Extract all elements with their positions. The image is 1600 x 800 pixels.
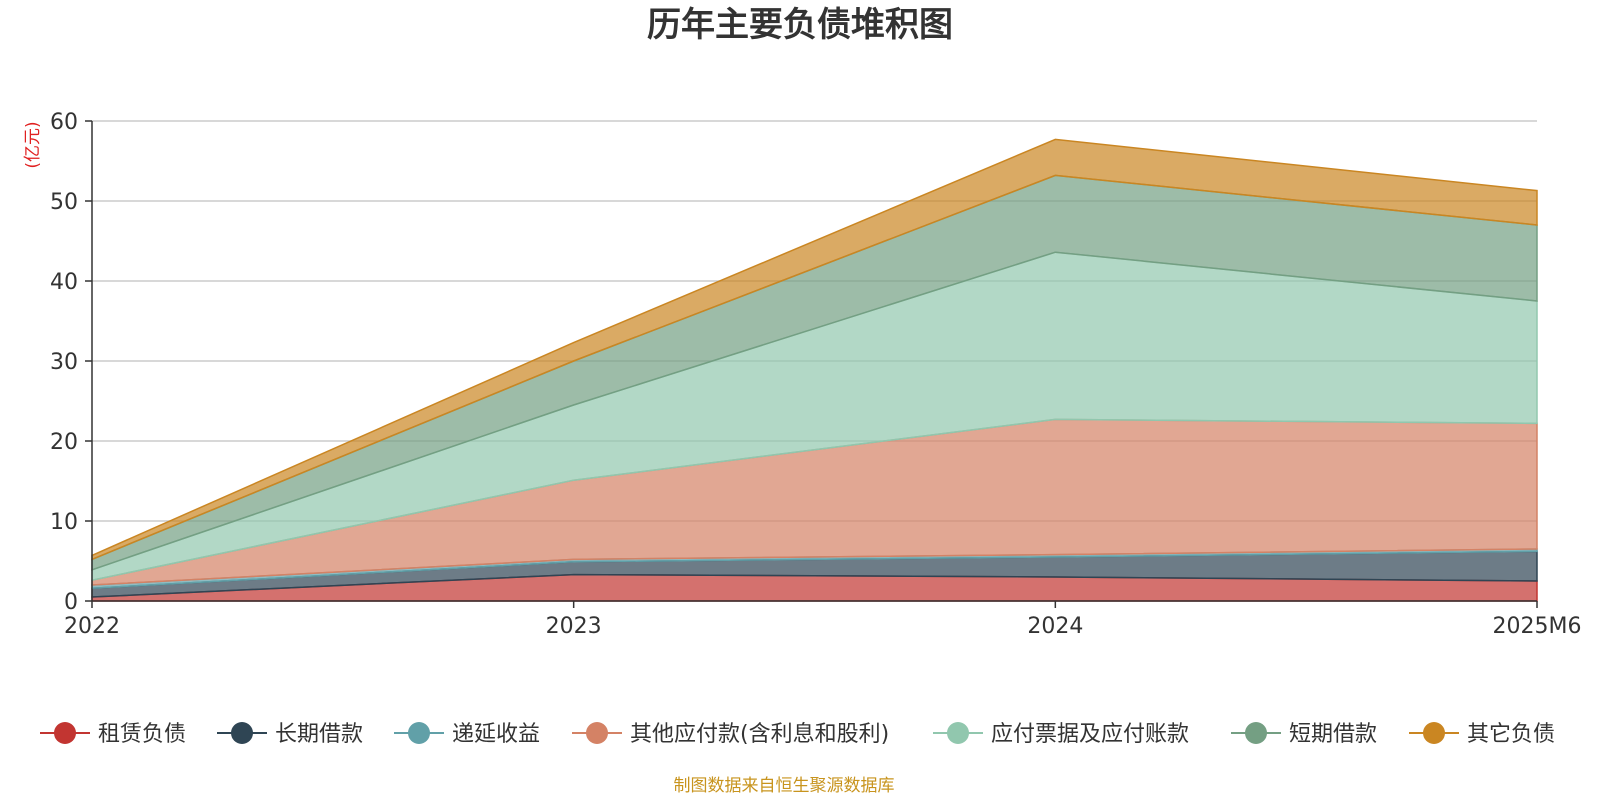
x-tick-label-3: 2025M6 xyxy=(1493,614,1582,639)
legend-label-2: 递延收益 xyxy=(452,722,540,747)
legend-item-4[interactable]: 应付票据及应付账款 xyxy=(933,722,1189,747)
y-tick-label-3: 30 xyxy=(50,350,78,375)
legend-label-1: 长期借款 xyxy=(275,722,363,747)
legend-label-6: 其它负债 xyxy=(1467,722,1555,747)
y-tick-label-4: 40 xyxy=(50,270,78,295)
legend-marker-5 xyxy=(1245,722,1267,744)
legend-item-5[interactable]: 短期借款 xyxy=(1231,722,1377,747)
legend-marker-3 xyxy=(586,722,608,744)
legend-marker-4 xyxy=(947,722,969,744)
x-tick-label-0: 2022 xyxy=(64,614,120,639)
legend[interactable]: 租赁负债 长期借款 递延收益 其他应付款(含利息和股利) 应付票据及应付账款 短期借款 其它… xyxy=(40,722,1555,747)
legend-item-3[interactable]: 其他应付款(含利息和股利) xyxy=(572,722,889,747)
legend-label-3: 其他应付款(含利息和股利) xyxy=(630,722,889,747)
area-series xyxy=(91,138,1538,602)
y-tick-label-0: 0 xyxy=(64,590,78,615)
area-series-6 xyxy=(91,138,1538,561)
x-tick-label-2: 2024 xyxy=(1027,614,1083,639)
legend-item-6[interactable]: 其它负债 xyxy=(1409,722,1555,747)
legend-item-1[interactable]: 长期借款 xyxy=(217,722,363,747)
legend-marker-6 xyxy=(1423,722,1445,744)
legend-label-4: 应付票据及应付账款 xyxy=(991,722,1189,747)
y-tick-label-5: 50 xyxy=(50,190,78,215)
legend-item-0[interactable]: 租赁负债 xyxy=(40,722,186,747)
chart-title: 历年主要负债堆积图 xyxy=(647,5,953,45)
legend-marker-1 xyxy=(231,722,253,744)
axes: 0 10 20 30 40 50 60 2022 2023 2024 2025M6 xyxy=(50,110,1581,639)
legend-label-0: 租赁负债 xyxy=(98,722,186,747)
y-tick-label-1: 10 xyxy=(50,510,78,535)
legend-marker-0 xyxy=(54,722,76,744)
source-note: 制图数据来自恒生聚源数据库 xyxy=(674,776,895,796)
x-tick-label-1: 2023 xyxy=(546,614,602,639)
legend-marker-2 xyxy=(408,722,430,744)
legend-item-2[interactable]: 递延收益 xyxy=(394,722,540,747)
legend-label-5: 短期借款 xyxy=(1289,722,1377,747)
y-tick-label-2: 20 xyxy=(50,430,78,455)
y-tick-label-6: 60 xyxy=(50,110,78,135)
y-axis-unit: (亿元) xyxy=(23,121,43,168)
